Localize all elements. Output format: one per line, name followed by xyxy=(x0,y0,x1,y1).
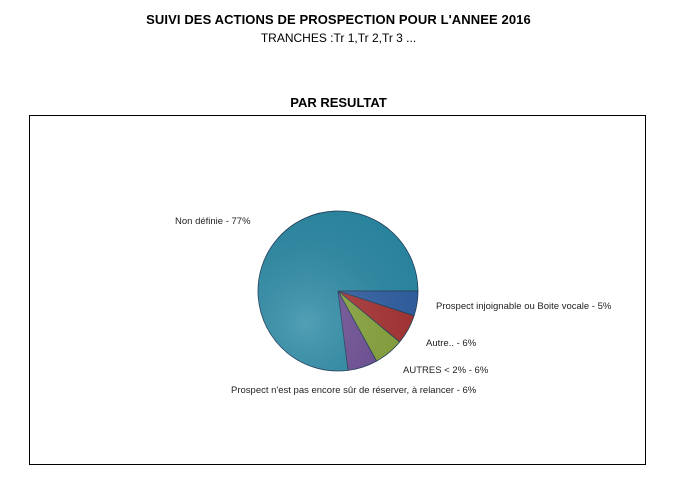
report-subtitle: TRANCHES :Tr 1,Tr 2,Tr 3 ... xyxy=(260,31,417,45)
report-title: SUIVI DES ACTIONS DE PROSPECTION POUR L'… xyxy=(146,12,531,27)
chart-title: PAR RESULTAT xyxy=(290,95,387,110)
label-prospect-injoignable: Prospect injoignable ou Boite vocale - 5… xyxy=(436,301,612,312)
chart-frame xyxy=(29,115,646,465)
label-autre: Autre.. - 6% xyxy=(426,338,477,349)
label-autres-moins-2: AUTRES < 2% - 6% xyxy=(403,365,489,376)
label-prospect-pas-sur: Prospect n'est pas encore sûr de réserve… xyxy=(231,385,477,396)
label-non-definie: Non définie - 77% xyxy=(175,216,251,227)
